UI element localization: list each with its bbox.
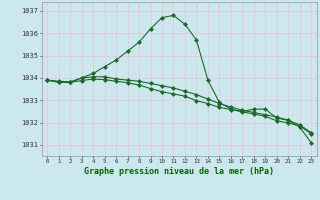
X-axis label: Graphe pression niveau de la mer (hPa): Graphe pression niveau de la mer (hPa) — [84, 167, 274, 176]
